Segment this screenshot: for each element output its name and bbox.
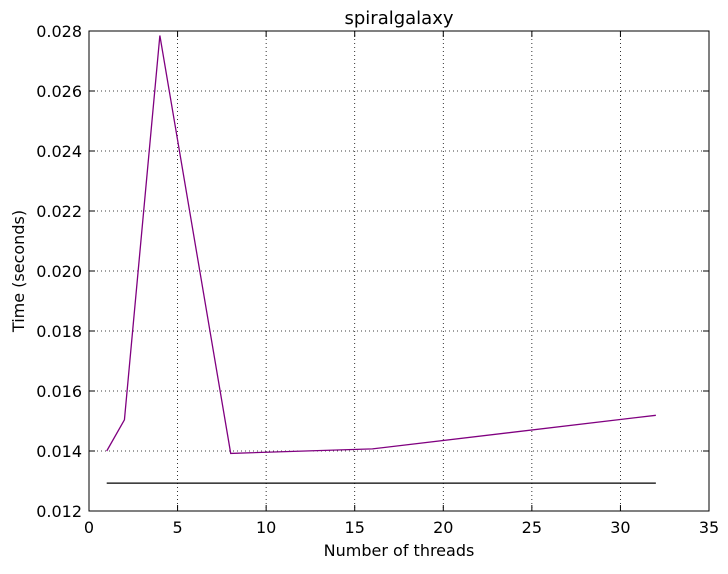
x-tick-label: 25 <box>522 518 542 537</box>
y-tick-label: 0.028 <box>36 22 82 41</box>
x-tick-label: 5 <box>172 518 182 537</box>
y-tick-label: 0.012 <box>36 502 82 521</box>
y-tick-label: 0.026 <box>36 82 82 101</box>
x-tick-label: 0 <box>84 518 94 537</box>
x-tick-label: 35 <box>699 518 719 537</box>
series-layer <box>107 35 656 483</box>
y-tick-label: 0.024 <box>36 142 82 161</box>
y-tick-label: 0.016 <box>36 382 82 401</box>
y-axis-label: Time (seconds) <box>9 210 28 333</box>
x-tick-label: 30 <box>610 518 630 537</box>
x-tick-label: 20 <box>433 518 453 537</box>
x-tick-label: 15 <box>345 518 365 537</box>
tick-layer: 0 5 10 15 20 25 30 35 0.012 0.014 0.016 0.018 0.020 0… <box>36 22 719 537</box>
y-tick-label: 0.020 <box>36 262 82 281</box>
y-tick-label: 0.018 <box>36 322 82 341</box>
x-axis-label: Number of threads <box>324 541 475 560</box>
x-tick-label: 10 <box>256 518 276 537</box>
chart-title: spiralgalaxy <box>344 8 453 29</box>
y-tick-label: 0.014 <box>36 442 82 461</box>
y-tick-label: 0.022 <box>36 202 82 221</box>
grid-layer <box>89 31 709 511</box>
